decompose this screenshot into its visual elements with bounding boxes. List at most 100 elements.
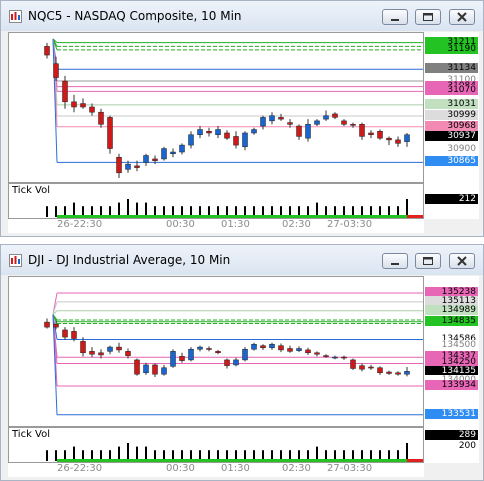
price-label: 134586 [425, 333, 478, 344]
candle-body [359, 124, 365, 137]
candle-body [260, 117, 266, 127]
candle-body [89, 351, 95, 355]
candle-body [296, 125, 302, 137]
candle-body [161, 148, 167, 160]
price-label: 135113 [425, 295, 478, 306]
minimize-button[interactable] [382, 253, 408, 269]
price-label: 134250 [425, 357, 478, 368]
volume-bar [100, 450, 102, 461]
candle-body [134, 165, 140, 168]
candle-body [341, 356, 347, 359]
time-label: 01:30 [221, 219, 250, 230]
candle-body [44, 321, 50, 328]
session-bar-end [407, 215, 423, 218]
volume-bar [46, 450, 48, 461]
candle-body [332, 356, 338, 359]
candle-body [395, 372, 401, 375]
candle-body [215, 129, 221, 135]
level-connector [52, 310, 58, 315]
candle-body [188, 348, 194, 361]
volume-bar [91, 206, 93, 217]
volume-bar [271, 450, 273, 461]
volume-bar [271, 206, 273, 217]
volume-bar [91, 450, 93, 461]
candle-body [116, 346, 122, 351]
time-axis: 26-22:30 00:30 01:30 02:30 27-03:30 [8, 463, 424, 477]
candle-body [377, 367, 383, 374]
price-label: 31211 [425, 36, 478, 47]
volume-bar [370, 450, 372, 461]
candle-body [89, 106, 95, 113]
candle-body [71, 101, 77, 108]
volume-bar [406, 199, 408, 217]
volume-bar [64, 206, 66, 217]
volume-bar [289, 450, 291, 461]
volume-bar [316, 202, 318, 217]
level-connector [52, 314, 58, 415]
volume-bar [316, 446, 318, 461]
candle-body [152, 158, 158, 161]
volume-bar [361, 450, 363, 461]
candle-body [341, 120, 347, 125]
volume-bar [190, 450, 192, 461]
volume-bar [181, 450, 183, 461]
candle-body [305, 124, 311, 139]
volume-bar [46, 206, 48, 217]
candle-body [116, 156, 122, 174]
volume-bar [280, 450, 282, 461]
volume-bar [82, 450, 84, 461]
volume-bar [397, 450, 399, 461]
chart-window-nasdaq: NQC5 - NASDAQ Composite, 10 Min 31211 311… [0, 0, 484, 237]
volume-plot[interactable]: Tick Vol [8, 183, 424, 219]
time-label: 27-03:30 [327, 219, 373, 230]
candle-body [44, 46, 50, 56]
maximize-button[interactable] [415, 9, 441, 25]
volume-axis: 212 [424, 183, 479, 219]
volume-bar [388, 450, 390, 461]
volume-bar [352, 206, 354, 217]
volume-bar [73, 202, 75, 217]
time-label: 02:30 [282, 219, 311, 230]
price-plot[interactable] [8, 276, 424, 427]
candle-body [197, 129, 203, 135]
candle-body [53, 63, 59, 78]
candle-body [170, 151, 176, 155]
volume-bar [127, 199, 129, 217]
candle-body [305, 349, 311, 354]
candle-body [206, 130, 212, 134]
maximize-button[interactable] [415, 253, 441, 269]
volume-bar [145, 202, 147, 217]
candle-body [269, 343, 275, 349]
volume-bar [109, 450, 111, 461]
close-button[interactable] [449, 9, 475, 25]
candle-body [125, 163, 131, 170]
candle-body [80, 341, 86, 354]
candle-body [278, 345, 284, 351]
volume-bar [289, 206, 291, 217]
candle-body [251, 129, 257, 134]
volume-bar [244, 450, 246, 461]
time-label: 26-22:30 [57, 219, 103, 230]
window-titlebar[interactable]: NQC5 - NASDAQ Composite, 10 Min [1, 1, 483, 31]
volume-plot[interactable]: Tick Vol [8, 427, 424, 463]
price-label: 135238 [425, 286, 478, 297]
volume-bar [397, 206, 399, 217]
minimize-icon [391, 19, 399, 21]
time-label: 02:30 [282, 463, 311, 474]
volume-bar [64, 450, 66, 461]
close-button[interactable] [449, 253, 475, 269]
minimize-button[interactable] [382, 9, 408, 25]
volume-scale-label: 200 [425, 441, 478, 451]
volume-bar [307, 206, 309, 217]
chart-app-icon [9, 254, 22, 267]
time-label: 00:30 [166, 463, 195, 474]
close-icon [457, 256, 467, 266]
price-plot[interactable] [8, 32, 424, 183]
chart-app-icon [9, 10, 22, 23]
candle-body [233, 136, 239, 146]
volume-bar [262, 450, 264, 461]
price-label: 31100 [425, 75, 478, 86]
time-label: 01:30 [221, 463, 250, 474]
candle-body [296, 348, 302, 351]
window-titlebar[interactable]: DJI - DJ Industrial Average, 10 Min [1, 245, 483, 275]
